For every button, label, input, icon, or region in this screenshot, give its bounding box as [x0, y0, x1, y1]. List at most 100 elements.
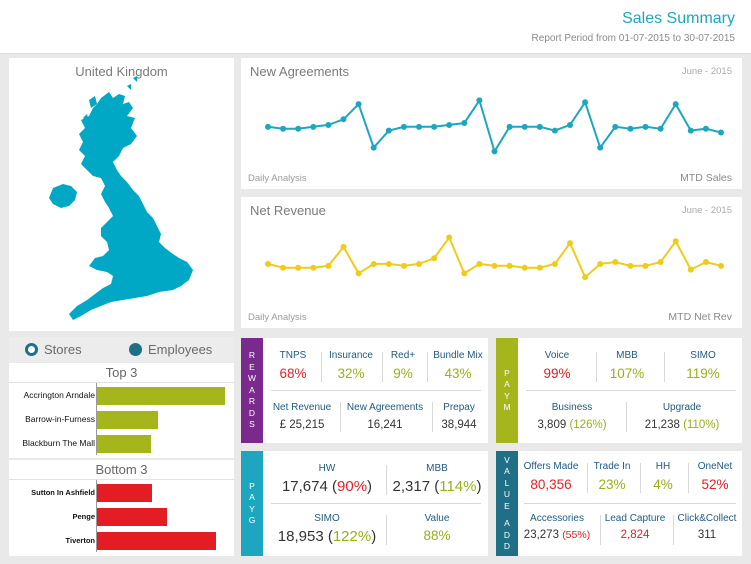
rank-row[interactable]: Barrow-in-Furness — [9, 411, 234, 429]
kpi-value: 9% — [393, 366, 413, 381]
rank-row[interactable]: Blackburn The Mall — [9, 435, 234, 453]
report-period: Report Period from 01-07-2015 to 30-07-2… — [531, 33, 735, 44]
rank-label: Accrington Arndale — [23, 390, 95, 400]
data-point[interactable] — [702, 259, 709, 266]
data-point[interactable] — [627, 262, 634, 269]
data-point[interactable] — [582, 274, 589, 281]
data-point[interactable] — [687, 127, 694, 134]
rank-row[interactable]: Sutton In Ashfield — [9, 484, 234, 502]
rank-row[interactable]: Tiverton — [9, 532, 234, 550]
data-point[interactable] — [597, 144, 604, 151]
divider — [596, 352, 597, 382]
stores-radio[interactable] — [25, 343, 38, 356]
data-point[interactable] — [431, 123, 438, 130]
data-point[interactable] — [355, 101, 362, 108]
data-point[interactable] — [718, 129, 724, 136]
data-point[interactable] — [551, 260, 558, 267]
kpi-value: 38,944 — [441, 419, 477, 431]
data-point[interactable] — [627, 125, 634, 132]
rank-row[interactable]: Accrington Arndale — [9, 387, 234, 405]
chart-title: Net Revenue — [250, 203, 326, 218]
kpi-label: TNPS — [279, 350, 307, 361]
data-point[interactable] — [280, 125, 287, 132]
kpi-label: Net Revenue — [272, 402, 332, 413]
data-point[interactable] — [657, 125, 664, 132]
data-point[interactable] — [476, 97, 483, 104]
data-point[interactable] — [687, 266, 694, 273]
employees-radio[interactable] — [129, 343, 142, 356]
data-point[interactable] — [310, 264, 317, 271]
data-point[interactable] — [385, 127, 392, 134]
data-point[interactable] — [491, 148, 498, 155]
data-point[interactable] — [612, 123, 619, 130]
data-point[interactable] — [416, 123, 422, 130]
data-point[interactable] — [295, 264, 302, 271]
data-point[interactable] — [325, 121, 332, 128]
data-point[interactable] — [506, 123, 513, 130]
data-point[interactable] — [400, 262, 407, 269]
data-point[interactable] — [672, 101, 679, 108]
kpi-value: 43% — [444, 366, 472, 381]
page-title: Sales Summary — [622, 10, 735, 27]
data-point[interactable] — [491, 262, 498, 269]
rank-bar[interactable] — [97, 387, 225, 405]
uk-map[interactable] — [9, 58, 234, 331]
data-point[interactable] — [657, 259, 664, 266]
data-point[interactable] — [310, 123, 317, 130]
data-point[interactable] — [340, 116, 347, 123]
data-point[interactable] — [416, 260, 422, 267]
data-point[interactable] — [461, 270, 468, 277]
data-point[interactable] — [521, 264, 528, 271]
data-point[interactable] — [702, 125, 709, 132]
data-point[interactable] — [370, 144, 377, 151]
data-point[interactable] — [446, 234, 453, 241]
data-point[interactable] — [672, 238, 679, 245]
net-revenue-chart[interactable] — [241, 197, 742, 328]
rank-bar[interactable] — [97, 484, 153, 502]
data-point[interactable] — [612, 259, 619, 266]
kpi-value: 2,317 (114%) — [392, 478, 482, 495]
kpi-label: SIMO — [690, 350, 716, 361]
data-point[interactable] — [536, 123, 543, 130]
data-point[interactable] — [536, 264, 543, 271]
divider — [688, 463, 689, 493]
data-point[interactable] — [340, 243, 347, 250]
data-point[interactable] — [446, 121, 453, 128]
divider — [640, 463, 641, 493]
rank-row[interactable]: Penge — [9, 508, 234, 526]
kpi-label: Prepay — [443, 402, 475, 413]
data-point[interactable] — [567, 121, 573, 128]
rank-bar[interactable] — [97, 508, 168, 526]
data-point[interactable] — [567, 240, 573, 247]
data-point[interactable] — [325, 262, 332, 269]
data-point[interactable] — [582, 99, 589, 106]
net-revenue-chart-panel: Net Revenue June - 2015 Daily Analysis M… — [241, 197, 742, 328]
data-point[interactable] — [506, 262, 513, 269]
rank-bar[interactable] — [97, 411, 159, 429]
employees-label[interactable]: Employees — [148, 342, 213, 357]
rank-bar[interactable] — [97, 435, 151, 453]
data-point[interactable] — [461, 120, 468, 127]
data-point[interactable] — [400, 123, 407, 130]
data-point[interactable] — [431, 255, 438, 262]
data-point[interactable] — [642, 123, 649, 130]
data-point[interactable] — [476, 260, 483, 267]
data-point[interactable] — [280, 264, 287, 271]
kpi-value: 80,356 — [530, 477, 572, 492]
stores-label[interactable]: Stores — [44, 342, 82, 357]
data-point[interactable] — [355, 270, 362, 277]
data-point[interactable] — [385, 260, 392, 267]
rank-bar[interactable] — [97, 532, 217, 550]
data-point[interactable] — [521, 123, 528, 130]
data-point[interactable] — [551, 127, 558, 134]
data-point[interactable] — [718, 262, 724, 269]
data-point[interactable] — [265, 123, 271, 130]
new-agreements-chart[interactable] — [241, 58, 742, 189]
data-point[interactable] — [265, 260, 271, 267]
data-point[interactable] — [295, 125, 302, 132]
data-point[interactable] — [597, 260, 604, 267]
data-point[interactable] — [370, 260, 377, 267]
data-point[interactable] — [642, 262, 649, 269]
